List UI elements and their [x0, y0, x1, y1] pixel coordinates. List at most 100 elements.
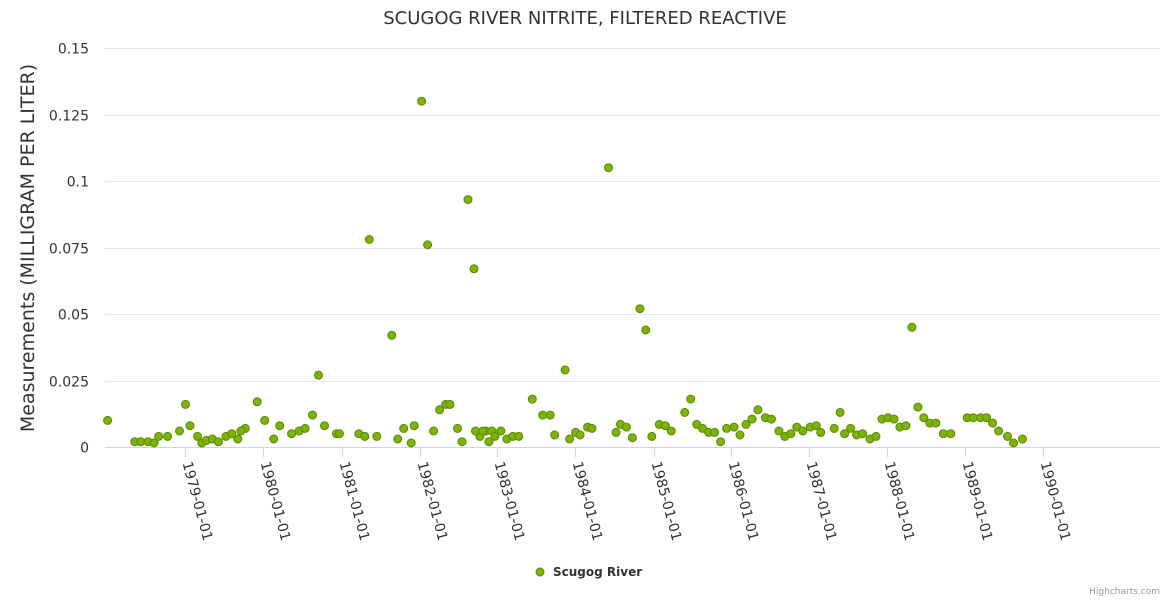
legend-item-scugog-river[interactable]: Scugog River	[553, 565, 642, 579]
data-point[interactable]	[545, 410, 555, 420]
data-point[interactable]	[406, 438, 416, 448]
data-point[interactable]	[871, 431, 881, 441]
data-point[interactable]	[621, 422, 631, 432]
data-point[interactable]	[919, 413, 929, 423]
data-point[interactable]	[260, 415, 270, 425]
data-point[interactable]	[478, 426, 488, 436]
data-point[interactable]	[445, 399, 455, 409]
data-point[interactable]	[560, 365, 570, 375]
data-point[interactable]	[103, 415, 113, 425]
data-point[interactable]	[913, 402, 923, 412]
data-point[interactable]	[275, 421, 285, 431]
data-point[interactable]	[233, 434, 243, 444]
data-point[interactable]	[185, 421, 195, 431]
data-point[interactable]	[660, 421, 670, 431]
data-point[interactable]	[496, 426, 506, 436]
data-point[interactable]	[1009, 438, 1018, 448]
data-point[interactable]	[527, 394, 537, 404]
data-point[interactable]	[604, 163, 613, 173]
data-point[interactable]	[680, 407, 690, 417]
data-point[interactable]	[635, 304, 645, 314]
data-point[interactable]	[766, 414, 776, 424]
data-point[interactable]	[471, 426, 480, 436]
data-point[interactable]	[423, 240, 433, 250]
credits-link[interactable]: Highcharts.com	[1089, 587, 1160, 597]
data-point[interactable]	[320, 421, 329, 431]
data-point[interactable]	[811, 421, 821, 431]
data-point[interactable]	[409, 421, 419, 431]
data-point[interactable]	[269, 434, 279, 444]
data-point[interactable]	[181, 399, 190, 409]
data-point[interactable]	[227, 429, 237, 439]
data-point[interactable]	[907, 322, 917, 332]
data-point[interactable]	[435, 405, 445, 415]
data-point[interactable]	[722, 423, 732, 433]
data-point[interactable]	[666, 426, 676, 436]
data-point[interactable]	[946, 429, 956, 439]
data-point[interactable]	[175, 426, 184, 436]
data-point[interactable]	[538, 410, 548, 420]
data-point[interactable]	[741, 419, 751, 429]
data-point[interactable]	[550, 430, 560, 440]
data-point[interactable]	[360, 431, 370, 441]
data-point[interactable]	[774, 426, 784, 436]
data-point[interactable]	[611, 427, 621, 437]
data-point[interactable]	[1018, 434, 1027, 444]
data-point[interactable]	[627, 433, 637, 443]
data-point[interactable]	[716, 437, 726, 447]
data-point[interactable]	[988, 418, 998, 428]
data-point[interactable]	[982, 413, 992, 423]
data-point[interactable]	[641, 325, 651, 335]
data-point[interactable]	[429, 426, 439, 436]
data-point[interactable]	[840, 429, 850, 439]
data-point[interactable]	[846, 423, 856, 433]
data-point[interactable]	[308, 410, 317, 420]
data-point[interactable]	[729, 422, 739, 432]
data-point[interactable]	[889, 414, 899, 424]
data-point[interactable]	[163, 431, 173, 441]
data-point[interactable]	[994, 426, 1004, 436]
data-point[interactable]	[686, 394, 696, 404]
data-point[interactable]	[334, 429, 344, 439]
data-point[interactable]	[287, 429, 297, 439]
data-point[interactable]	[710, 427, 720, 437]
data-point[interactable]	[457, 437, 467, 447]
data-point[interactable]	[835, 407, 845, 417]
data-point[interactable]	[901, 421, 911, 431]
data-point[interactable]	[565, 434, 575, 444]
data-point[interactable]	[236, 426, 246, 436]
data-point[interactable]	[816, 427, 826, 437]
data-point[interactable]	[968, 413, 978, 423]
data-point[interactable]	[735, 430, 745, 440]
data-point[interactable]	[514, 431, 524, 441]
data-point[interactable]	[647, 431, 657, 441]
data-point[interactable]	[372, 431, 382, 441]
data-point[interactable]	[193, 431, 202, 441]
data-point[interactable]	[136, 437, 146, 447]
data-point[interactable]	[587, 423, 597, 433]
data-point[interactable]	[931, 418, 941, 428]
data-point[interactable]	[393, 434, 403, 444]
data-point[interactable]	[786, 429, 796, 439]
data-point[interactable]	[387, 330, 397, 340]
data-point[interactable]	[463, 195, 473, 205]
data-point[interactable]	[252, 397, 262, 407]
data-point[interactable]	[453, 423, 462, 433]
data-point[interactable]	[575, 430, 585, 440]
data-point[interactable]	[829, 423, 839, 433]
data-point[interactable]	[798, 426, 808, 436]
data-point[interactable]	[314, 370, 323, 380]
data-point[interactable]	[364, 235, 374, 244]
data-point[interactable]	[753, 405, 763, 415]
data-point[interactable]	[490, 431, 500, 441]
data-point[interactable]	[417, 96, 427, 106]
data-point[interactable]	[469, 264, 479, 274]
legend[interactable]: Scugog River	[535, 565, 642, 579]
data-point[interactable]	[300, 423, 310, 433]
data-point[interactable]	[858, 429, 868, 439]
data-point[interactable]	[213, 437, 223, 447]
data-point[interactable]	[484, 437, 494, 447]
data-point[interactable]	[938, 429, 948, 439]
data-point[interactable]	[747, 414, 757, 424]
data-point[interactable]	[1003, 431, 1012, 441]
